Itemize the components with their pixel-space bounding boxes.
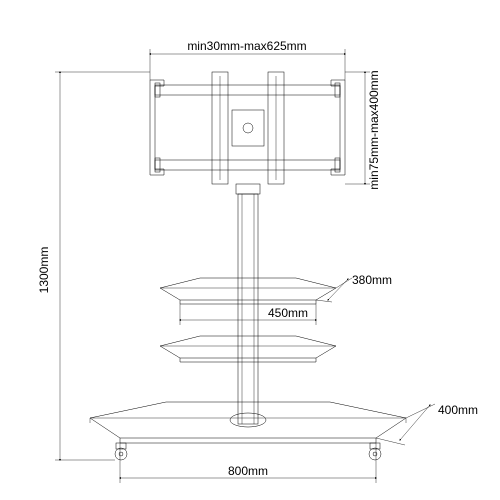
- dim-total-height: 1300mm: [37, 72, 150, 460]
- dim-shelf-width: 450mm: [180, 304, 316, 325]
- dim-bracket-height: min75mm-max400mm: [345, 70, 381, 189]
- dim-bracket-width-label: min30mm-max625mm: [187, 39, 306, 53]
- base: [90, 402, 406, 443]
- dim-shelf-width-label: 450mm: [268, 306, 308, 320]
- shelf-lower: [160, 336, 336, 362]
- tv-stand-technical-drawing: 1300mm 800mm 400mm 450mm 380mm min30mm-m…: [0, 0, 500, 500]
- dim-total-height-label: 1300mm: [37, 247, 51, 294]
- casters: [115, 443, 381, 460]
- dim-shelf-depth-label: 380mm: [352, 273, 392, 287]
- dim-base-depth: 400mm: [376, 403, 478, 445]
- dim-bracket-height-label: min75mm-max400mm: [367, 70, 381, 189]
- dim-base-depth-label: 400mm: [438, 403, 478, 417]
- dim-bracket-width: min30mm-max625mm: [150, 39, 345, 80]
- shelf-upper: [160, 278, 336, 304]
- mounting-bracket: [150, 72, 345, 184]
- dim-base-width: 800mm: [120, 443, 376, 483]
- dim-base-width-label: 800mm: [228, 464, 268, 478]
- dim-shelf-depth: 380mm: [316, 273, 392, 302]
